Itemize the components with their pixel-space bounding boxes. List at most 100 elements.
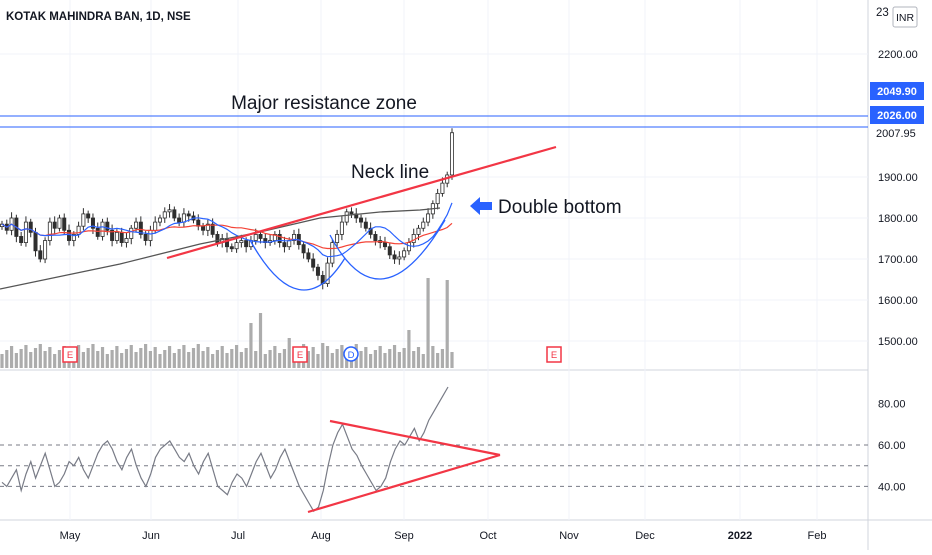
candle-body [402, 250, 407, 258]
candle-body [416, 227, 421, 235]
volume-bar [81, 352, 85, 368]
x-tick-label: Sep [394, 530, 414, 542]
grid-lines [0, 0, 868, 520]
currency-badge[interactable]: INR [896, 12, 915, 24]
volume-bar [306, 351, 310, 368]
volume-bar [282, 349, 287, 368]
candle-body [148, 229, 153, 241]
candle-body [382, 242, 387, 248]
volume-bar [316, 354, 320, 368]
volume-bar [225, 353, 229, 368]
volume-bar [124, 349, 129, 368]
volume-bar [445, 280, 449, 368]
candle-body [86, 213, 91, 219]
candle-body [201, 225, 206, 231]
candle-body [43, 240, 48, 260]
candle-body [292, 233, 297, 241]
x-tick-label: Jun [142, 530, 160, 542]
oscillator-pane[interactable] [1, 386, 501, 514]
volume-bar [33, 348, 38, 368]
candle-body [33, 231, 38, 252]
candle-body [449, 132, 454, 176]
event-badge-label: E [297, 350, 303, 361]
volume-bar [311, 347, 315, 368]
candle-body [239, 240, 244, 244]
volume-bar [211, 354, 215, 368]
volume-bar [431, 346, 435, 368]
volume-bar [402, 348, 406, 368]
candle-body [105, 221, 110, 231]
volume-bar [412, 351, 416, 368]
volume-bar [158, 354, 162, 368]
candle-body [143, 233, 148, 241]
double-bottom-arrow [470, 197, 492, 215]
volume-bar [325, 346, 330, 368]
currency-badge-box[interactable] [892, 6, 918, 28]
volume-bar [436, 353, 440, 368]
volume-bar [335, 349, 339, 368]
candle-body [440, 182, 445, 194]
candle-body [426, 213, 431, 223]
candle-body [277, 233, 282, 243]
volume-bar [177, 349, 181, 368]
candle-body [134, 221, 139, 229]
volume-bar [96, 351, 100, 368]
candle-body [234, 242, 239, 250]
candle-body [411, 233, 416, 243]
volume-bar [196, 344, 200, 368]
oscillator-line [1, 386, 449, 513]
volume-bar [76, 345, 81, 368]
volume-bar [53, 354, 57, 368]
candle-body [349, 211, 354, 215]
candle-body [373, 233, 378, 241]
neckline-annotation: Neck line [351, 162, 429, 183]
candle-body [167, 209, 172, 213]
x-tick-label: May [60, 530, 81, 542]
volume-bar [359, 351, 363, 368]
candle-body [153, 221, 158, 231]
candle-body [95, 227, 100, 237]
osc-tick-label: 40.00 [878, 481, 906, 493]
x-tick-label: Dec [635, 530, 655, 542]
volume-bar [239, 352, 243, 368]
x-tick-label: Aug [311, 530, 331, 542]
price-badge: 2026.00 [877, 110, 917, 122]
volume-bar [407, 330, 411, 368]
volume-bar [369, 354, 373, 368]
candle-body [57, 217, 62, 229]
candle-body [359, 217, 364, 223]
y-tick-label: 2200.00 [878, 49, 918, 61]
volume-bar [91, 344, 95, 368]
candle-body [287, 240, 292, 248]
ma-blue-line [1, 202, 453, 258]
volume-bar [48, 347, 52, 368]
dividend-badge-icon [343, 346, 359, 362]
candle-body [315, 266, 320, 276]
event-badge-label: E [67, 350, 73, 361]
volume-bar [120, 353, 124, 368]
price-badge-box [870, 106, 924, 124]
candle-body [325, 262, 330, 285]
candle-body [23, 221, 28, 244]
candle-body [397, 256, 402, 260]
candle-body [129, 227, 134, 239]
candle-body [67, 229, 72, 241]
candle-body [301, 244, 306, 254]
volume-bar [230, 349, 234, 368]
volume-bar [9, 346, 14, 368]
drawing-objects[interactable]: Major resistance zone Neck line Double bot… [0, 82, 924, 291]
candle-body [28, 221, 33, 233]
x-tick-label: Jul [231, 530, 245, 542]
price-badge-box [870, 82, 924, 100]
volume-bar [244, 348, 248, 368]
price-badge: 2049.90 [877, 86, 917, 98]
volume-bar [43, 351, 47, 368]
candle-body [38, 250, 43, 260]
volume-bar [440, 349, 445, 368]
event-badge-label: D [348, 350, 355, 361]
candle-body [47, 221, 52, 241]
